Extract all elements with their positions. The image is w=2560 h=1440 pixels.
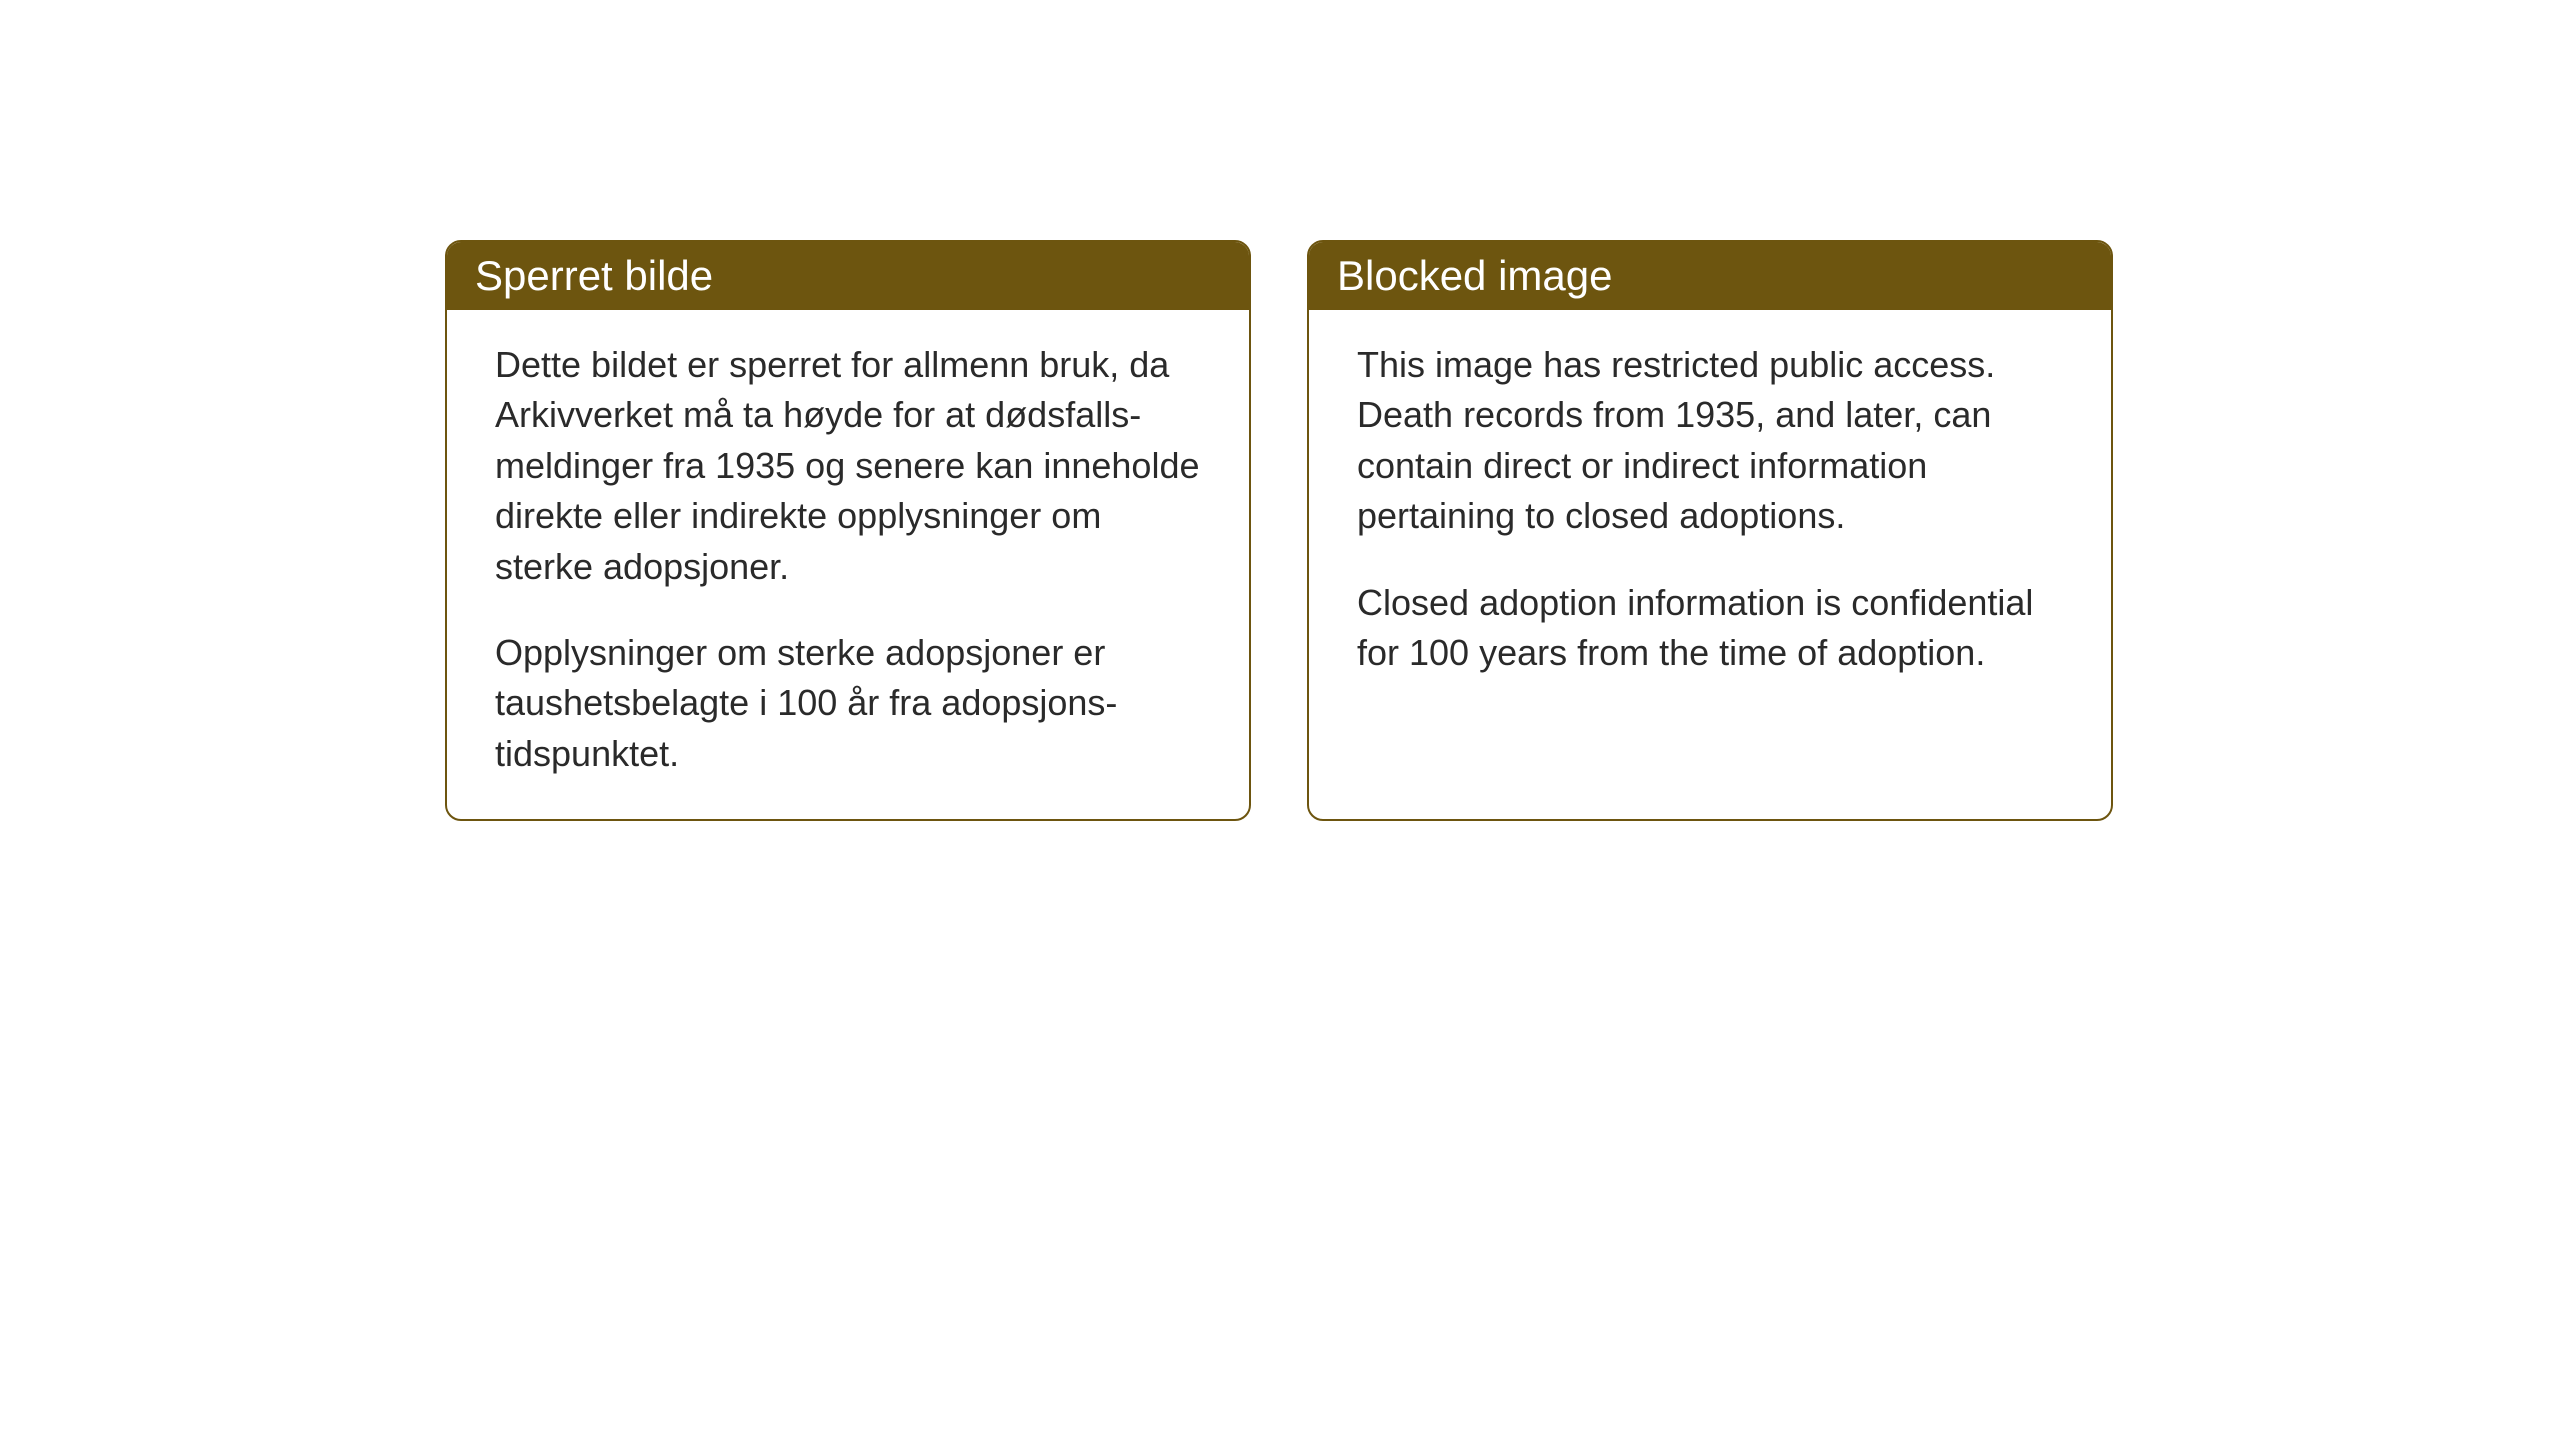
english-paragraph-1: This image has restricted public access.… bbox=[1357, 340, 2063, 542]
english-paragraph-2: Closed adoption information is confident… bbox=[1357, 578, 2063, 679]
norwegian-card-body: Dette bildet er sperret for allmenn bruk… bbox=[447, 310, 1249, 819]
english-card-header: Blocked image bbox=[1309, 242, 2111, 310]
norwegian-card-header: Sperret bilde bbox=[447, 242, 1249, 310]
norwegian-card-title: Sperret bilde bbox=[475, 252, 713, 299]
english-card-title: Blocked image bbox=[1337, 252, 1612, 299]
english-card: Blocked image This image has restricted … bbox=[1307, 240, 2113, 821]
english-card-body: This image has restricted public access.… bbox=[1309, 310, 2111, 718]
cards-container: Sperret bilde Dette bildet er sperret fo… bbox=[445, 240, 2113, 821]
norwegian-paragraph-2: Opplysninger om sterke adopsjoner er tau… bbox=[495, 628, 1201, 779]
norwegian-card: Sperret bilde Dette bildet er sperret fo… bbox=[445, 240, 1251, 821]
norwegian-paragraph-1: Dette bildet er sperret for allmenn bruk… bbox=[495, 340, 1201, 592]
